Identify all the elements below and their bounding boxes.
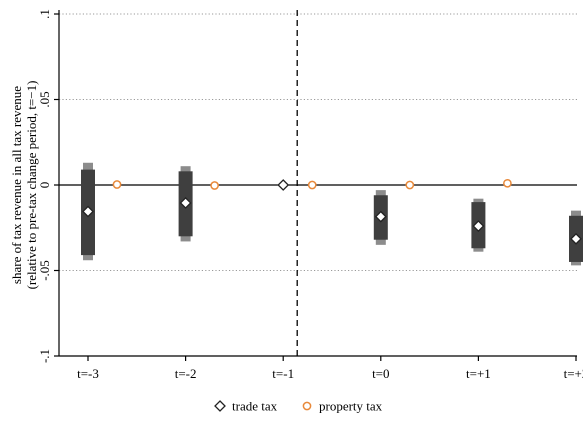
y-tick-label: -.1 [37, 349, 52, 363]
property-tax-point [405, 180, 415, 190]
trade-tax-point [374, 210, 387, 223]
x-tick-label: t=+2 [564, 366, 583, 381]
y-tick-label: -.05 [37, 260, 52, 281]
x-tick-label: t=-2 [175, 366, 197, 381]
y-tick-label: .05 [37, 91, 52, 107]
legend-trade-tax-marker [214, 400, 226, 412]
property-tax-point [112, 180, 122, 189]
trade-tax-point [570, 232, 582, 245]
trade-tax-point [82, 205, 94, 218]
property-tax-point [210, 181, 219, 190]
property-tax-point [307, 180, 317, 190]
y-tick-label: 0 [37, 182, 52, 189]
property-tax-point [503, 178, 512, 188]
legend-property-tax-label: property tax [319, 399, 383, 414]
trade-tax-point [472, 220, 485, 232]
y-tick-label: .1 [37, 9, 52, 19]
legend-property-tax-marker [302, 401, 312, 411]
trade-tax-point [179, 197, 192, 209]
y-axis-title-line1: share of tax revenue in all tax revenue [9, 86, 24, 284]
x-tick-label: t=-3 [77, 366, 99, 381]
x-tick-label: t=+1 [466, 366, 491, 381]
x-tick-label: t=-1 [272, 366, 294, 381]
legend-trade-tax-label: trade tax [232, 399, 278, 414]
x-tick-label: t=0 [372, 366, 389, 381]
y-axis-title-line2: (relative to pre-tax change period, t=−1… [24, 81, 39, 290]
trade-tax-point [277, 179, 290, 191]
